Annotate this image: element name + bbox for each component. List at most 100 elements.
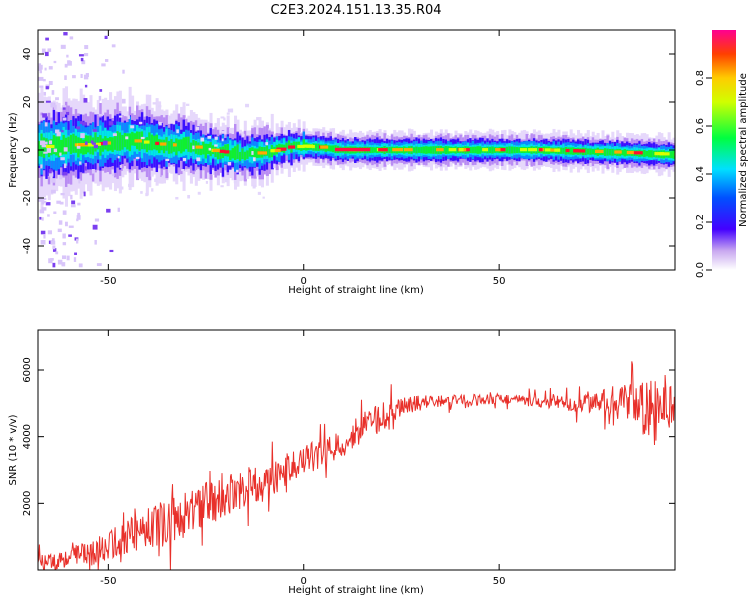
spectrogram-cell — [226, 144, 230, 157]
spectrogram-noise — [175, 196, 179, 200]
spectrogram-cell — [180, 139, 184, 154]
spectrogram-noise — [236, 169, 239, 173]
spectrogram-noise — [41, 48, 46, 54]
spectrogram-noise — [70, 194, 73, 200]
spectrogram-noise — [64, 75, 67, 80]
spectrogram-noise — [230, 108, 234, 113]
spectrogram-noise — [176, 129, 179, 134]
spectrogram-hotspot — [288, 145, 296, 149]
spectrogram-hotspot — [448, 148, 457, 152]
spectrogram-noise — [157, 105, 162, 108]
spectrogram-cell — [388, 146, 392, 154]
spectrogram-cell — [202, 141, 206, 155]
spectrogram-cell — [140, 131, 144, 150]
spectrogram-noise — [40, 240, 46, 245]
spectrogram-cell — [474, 146, 478, 154]
spectrogram-ticks: -50 0 50 -40 -20 0 20 40 — [22, 30, 675, 287]
spectrogram-cell — [62, 134, 66, 155]
spectrogram-cell — [412, 147, 416, 153]
spectrogram-noise — [76, 218, 79, 222]
spectrogram-noise — [92, 142, 96, 145]
spectrogram-noise — [262, 196, 265, 199]
spectrogram-hotspot — [155, 141, 160, 146]
spectrogram-cell — [469, 146, 473, 154]
colorbar-label: Normalized spectral amplitude — [738, 73, 749, 227]
colorbar-tick-label: 0.0 — [695, 262, 706, 278]
spectrogram-noise — [105, 59, 109, 62]
spectrogram-cell — [231, 148, 235, 159]
spectrogram-cell — [510, 146, 514, 154]
spectrogram-cell — [562, 147, 566, 154]
spectrogram-noise — [58, 220, 63, 225]
spectrogram-cell — [128, 133, 132, 152]
spectrogram-cell — [371, 147, 375, 153]
spectrogram-noise — [127, 115, 130, 120]
spectrogram-cell — [67, 136, 71, 152]
spectrogram-cell — [621, 150, 625, 156]
spectrogram-hotspot — [311, 144, 315, 149]
spectrogram-cell — [643, 149, 647, 158]
spectrogram-y-tick-label: -20 — [22, 190, 33, 206]
spectrogram-noise — [69, 36, 74, 40]
spectrogram-cell — [150, 134, 154, 151]
spectrogram-noise — [168, 115, 172, 119]
spectrogram-noise — [226, 112, 230, 115]
spectrogram-noise — [51, 178, 56, 183]
spectrogram-noise — [252, 185, 256, 189]
spectrogram-noise — [63, 163, 67, 169]
snr-ticks: -50 0 50 2000 4000 6000 — [22, 330, 675, 587]
spectrogram-cell — [670, 151, 674, 159]
spectrogram-noise — [158, 122, 162, 126]
spectrogram-cell — [57, 135, 61, 158]
spectrogram-noise — [94, 239, 97, 245]
spectrogram-noise — [205, 180, 209, 184]
spectrogram-cell — [427, 146, 431, 154]
spectrogram-noise — [120, 186, 124, 190]
spectrogram-cell — [238, 151, 242, 162]
spectrogram-cell — [106, 138, 110, 152]
snr-y-tick-label: 6000 — [22, 357, 33, 382]
spectrogram-hotspot — [554, 148, 561, 152]
colorbar: 0.0 0.2 0.4 0.6 0.8 Normalized spectral ampl… — [695, 30, 749, 278]
spectrogram-hotspot — [143, 140, 150, 144]
spectrogram-noise — [221, 130, 226, 134]
spectrogram-noise — [112, 133, 117, 137]
spectrogram-noise — [130, 125, 135, 129]
spectrogram-noise — [55, 129, 60, 134]
spectrogram-hotspot — [565, 148, 570, 153]
spectrogram-noise — [55, 97, 59, 101]
spectrogram-noise — [104, 35, 108, 40]
spectrogram-noise — [208, 147, 212, 151]
spectrogram-noise — [92, 224, 98, 230]
spectrogram-noise — [44, 67, 47, 71]
spectrogram-noise — [83, 98, 88, 103]
spectrogram-noise — [63, 171, 68, 176]
spectrogram-noise — [48, 140, 53, 145]
spectrogram-noise — [42, 200, 47, 203]
spectrogram-cell — [292, 141, 296, 149]
spectrogram-noise — [45, 37, 49, 41]
spectrogram-noise — [109, 249, 114, 253]
spectrogram-noise — [108, 121, 114, 126]
spectrogram-noise — [38, 76, 44, 81]
spectrogram-noise — [64, 221, 68, 227]
spectrogram-noise — [84, 84, 88, 88]
spectrogram-noise — [57, 228, 62, 233]
spectrogram-noise — [93, 144, 98, 149]
spectrogram-noise — [47, 230, 53, 235]
spectrogram-cell — [650, 150, 654, 158]
spectrogram-noise — [81, 60, 86, 65]
spectrogram-hotspot — [654, 152, 665, 156]
spectrogram-noise — [91, 169, 95, 174]
colorbar-tick-label: 0.8 — [695, 70, 706, 86]
spectrogram-hotspot — [224, 150, 230, 154]
spectrogram-noise — [39, 85, 44, 88]
spectrogram-noise — [73, 257, 77, 262]
spectrogram-noise — [112, 173, 115, 177]
spectrogram-hotspot — [276, 147, 287, 151]
spectrogram-noise — [111, 44, 116, 48]
spectrogram-cell — [422, 146, 426, 154]
spectrogram-noise — [41, 144, 47, 148]
spectrogram-cell — [606, 148, 610, 156]
spectrogram-cell — [52, 135, 56, 155]
